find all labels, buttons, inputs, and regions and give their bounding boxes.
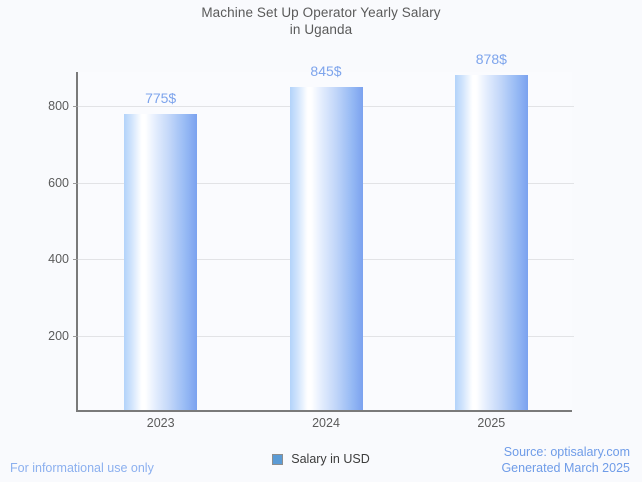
generated-date-text: Generated March 2025 xyxy=(501,461,630,475)
bar-value-label-2025: 878$ xyxy=(475,50,507,67)
source-text: Source: optisalary.com xyxy=(503,445,630,459)
legend-color-swatch-icon xyxy=(272,453,284,465)
y-axis-tick-mark xyxy=(73,335,78,337)
y-axis-tick-label: 200 xyxy=(48,328,69,343)
bar-2025[interactable] xyxy=(454,74,528,410)
y-axis-tick-mark xyxy=(73,182,78,184)
bar-value-label-2023: 775$ xyxy=(145,89,177,106)
x-axis-tick-label-2025: 2025 xyxy=(477,416,506,430)
y-axis-tick-label: 400 xyxy=(48,252,69,267)
chart-plot-area: 200 400 600 800 775$ 2023 845$ 2024 878$ 2025 xyxy=(48,51,574,430)
chart-legend: Salary in USD xyxy=(0,452,642,466)
legend-series-label: Salary in USD xyxy=(291,452,370,466)
x-axis-tick-label-2023: 2023 xyxy=(146,416,175,430)
chart-title-line-1: Machine Set Up Operator Yearly Salary xyxy=(201,5,441,20)
chart-title-line-2: in Uganda xyxy=(289,22,353,37)
x-axis-tick-label-2024: 2024 xyxy=(312,416,340,430)
source-attribution: Source: optisalary.com Generated March 2… xyxy=(501,444,630,476)
y-axis-tick-mark xyxy=(73,259,78,261)
y-axis-tick-mark xyxy=(73,106,78,108)
page-title: Machine Set Up Operator Yearly Salary in… xyxy=(0,4,642,38)
y-axis-tick-label: 800 xyxy=(48,99,69,114)
y-axis-tick-label: 600 xyxy=(48,175,69,190)
bar-2024[interactable] xyxy=(289,87,363,410)
bar-2023[interactable] xyxy=(124,113,198,410)
bar-value-label-2024: 845$ xyxy=(310,63,342,80)
disclaimer-text: For informational use only xyxy=(10,461,154,475)
